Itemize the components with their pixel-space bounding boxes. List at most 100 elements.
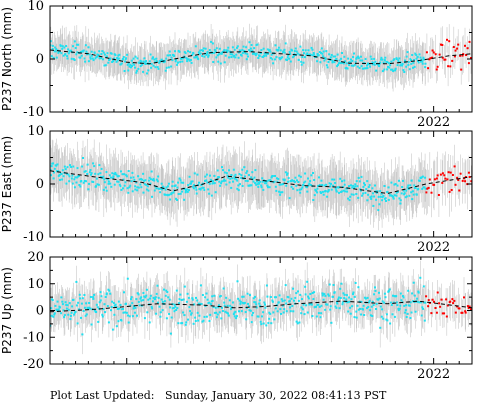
data-point bbox=[393, 295, 396, 298]
data-point bbox=[111, 300, 114, 303]
data-point bbox=[395, 301, 398, 304]
data-point bbox=[117, 300, 120, 303]
data-point bbox=[177, 61, 179, 64]
data-point bbox=[89, 307, 91, 310]
data-point bbox=[205, 315, 208, 318]
data-point bbox=[370, 305, 373, 308]
data-point bbox=[227, 176, 230, 179]
data-point bbox=[348, 185, 350, 188]
data-point bbox=[151, 195, 153, 198]
data-point bbox=[81, 333, 84, 336]
data-point bbox=[225, 49, 228, 52]
data-point bbox=[118, 53, 121, 56]
data-point bbox=[150, 305, 153, 308]
data-point bbox=[369, 196, 372, 199]
data-point bbox=[114, 303, 117, 306]
data-point bbox=[351, 305, 354, 308]
data-point bbox=[124, 60, 127, 63]
data-point bbox=[241, 301, 244, 304]
data-point bbox=[416, 297, 419, 300]
data-point bbox=[176, 186, 179, 189]
data-point bbox=[395, 194, 398, 197]
data-point bbox=[332, 55, 335, 58]
data-point bbox=[319, 61, 322, 64]
y-axis-label: P237 Up (mm) bbox=[0, 267, 14, 354]
data-point bbox=[160, 58, 163, 61]
data-point bbox=[318, 184, 321, 186]
data-point bbox=[348, 64, 351, 67]
data-point bbox=[390, 304, 393, 306]
data-point bbox=[365, 188, 368, 191]
data-point bbox=[296, 322, 299, 325]
data-point bbox=[81, 297, 84, 300]
data-point bbox=[75, 53, 78, 56]
data-point bbox=[197, 302, 200, 305]
data-point bbox=[242, 45, 245, 48]
data-point bbox=[340, 57, 343, 60]
data-point bbox=[68, 180, 71, 183]
data-point bbox=[100, 53, 103, 56]
data-point bbox=[117, 320, 120, 323]
data-point bbox=[185, 300, 188, 303]
data-point bbox=[204, 296, 207, 299]
y-tick-label: 0 bbox=[36, 52, 44, 67]
data-point bbox=[208, 49, 211, 51]
data-point bbox=[142, 172, 145, 175]
data-point bbox=[67, 48, 70, 51]
data-point bbox=[187, 184, 190, 187]
data-point bbox=[253, 176, 256, 179]
data-point bbox=[327, 189, 330, 191]
data-point bbox=[187, 296, 190, 299]
data-point bbox=[310, 303, 313, 306]
data-point bbox=[188, 59, 191, 62]
data-point bbox=[329, 308, 332, 311]
data-point bbox=[145, 294, 148, 297]
data-point bbox=[99, 175, 102, 178]
data-point bbox=[233, 315, 236, 318]
recent-data-point bbox=[438, 302, 441, 305]
data-point bbox=[286, 59, 288, 61]
data-point bbox=[348, 199, 351, 202]
trend-line bbox=[50, 170, 472, 195]
data-point bbox=[118, 183, 121, 186]
data-point bbox=[131, 190, 134, 193]
recent-data-point bbox=[448, 40, 451, 43]
data-point bbox=[219, 52, 222, 55]
data-point bbox=[261, 180, 264, 183]
data-point bbox=[354, 183, 357, 186]
recent-data-point bbox=[441, 181, 444, 184]
data-point bbox=[393, 183, 396, 186]
data-point bbox=[104, 296, 107, 298]
data-point bbox=[268, 186, 271, 189]
data-point bbox=[154, 298, 156, 301]
data-point bbox=[201, 55, 204, 57]
y-axis-label: P237 East (mm) bbox=[0, 136, 14, 232]
data-point bbox=[156, 66, 159, 69]
data-point bbox=[187, 58, 190, 61]
data-point bbox=[335, 190, 338, 193]
data-point bbox=[344, 60, 347, 63]
data-point bbox=[365, 67, 368, 70]
data-point bbox=[290, 180, 292, 183]
data-point bbox=[178, 302, 181, 305]
data-point bbox=[414, 187, 417, 189]
data-point bbox=[306, 311, 309, 314]
data-point bbox=[306, 186, 309, 189]
data-point bbox=[380, 192, 383, 195]
data-point bbox=[179, 60, 182, 63]
data-point bbox=[79, 297, 82, 300]
data-point bbox=[56, 300, 59, 303]
data-point bbox=[198, 314, 201, 317]
data-point bbox=[345, 298, 348, 301]
data-point bbox=[262, 47, 265, 50]
recent-data-point bbox=[451, 59, 454, 62]
data-point bbox=[403, 304, 406, 307]
data-point bbox=[215, 179, 218, 181]
data-point bbox=[51, 299, 54, 302]
data-point bbox=[76, 167, 79, 170]
data-point bbox=[304, 293, 307, 296]
recent-data-point bbox=[448, 190, 451, 193]
data-point bbox=[237, 297, 240, 300]
data-point bbox=[127, 62, 130, 65]
data-point bbox=[219, 62, 222, 65]
